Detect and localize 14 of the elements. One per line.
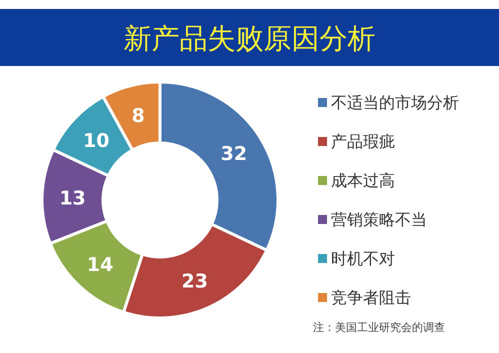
data-label: 23 — [182, 270, 208, 292]
legend-label: 不适当的市场分析 — [331, 93, 459, 112]
legend-label: 时机不对 — [331, 249, 395, 268]
chart-title: 新产品失败原因分析 — [124, 22, 376, 55]
data-label: 10 — [82, 130, 110, 152]
text: 注：美国工业研究会的调查 — [313, 321, 445, 334]
data-label: 14 — [86, 254, 114, 276]
data-label: 8 — [132, 105, 145, 128]
legend-label: 产品瑕疵 — [331, 132, 395, 151]
data-label: 32 — [220, 143, 248, 166]
data-label: 13 — [59, 187, 86, 210]
legend-label: 营销策略不当 — [331, 210, 427, 229]
legend-label: 成本过高 — [331, 171, 395, 190]
legend-label: 竞争者阻击 — [331, 288, 411, 307]
